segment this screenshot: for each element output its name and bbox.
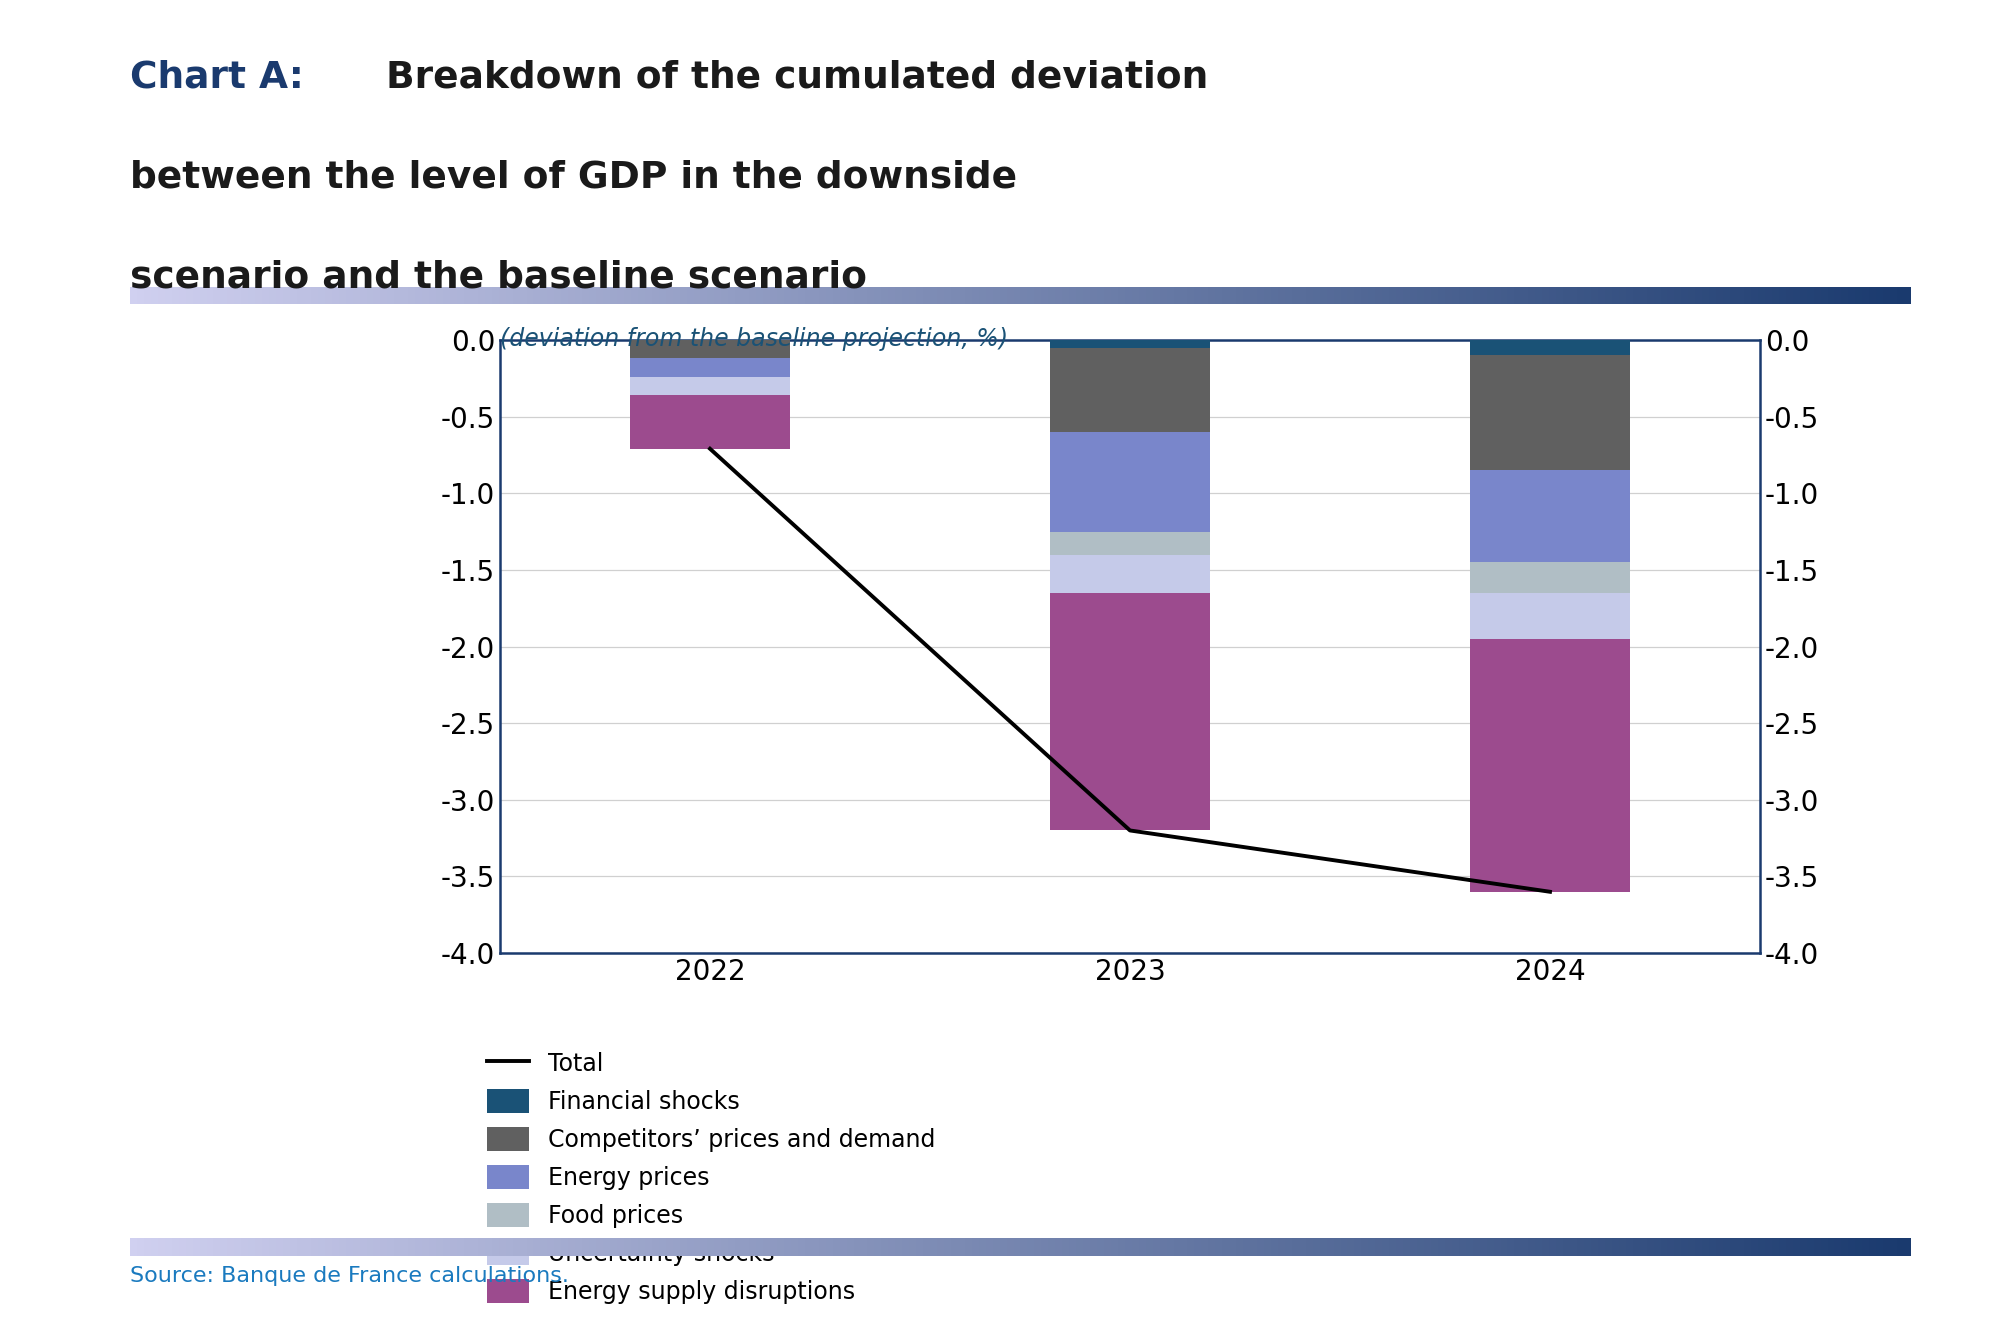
Bar: [1050, 432, 1210, 532]
Text: between the level of GDP in the downside: between the level of GDP in the downside: [130, 160, 1018, 196]
Bar: [1050, 555, 1210, 593]
Bar: [1470, 639, 1630, 892]
Text: Chart A:: Chart A:: [130, 60, 304, 96]
Bar: [630, 340, 790, 359]
Text: Breakdown of the cumulated deviation: Breakdown of the cumulated deviation: [386, 60, 1208, 96]
Bar: [1050, 532, 1210, 555]
Bar: [1470, 563, 1630, 593]
Bar: [630, 395, 790, 449]
Bar: [1050, 593, 1210, 830]
Bar: [1470, 471, 1630, 563]
Bar: [1050, 340, 1210, 348]
Bar: [1470, 355, 1630, 471]
Bar: [1470, 593, 1630, 639]
Bar: [1470, 340, 1630, 355]
Text: scenario and the baseline scenario: scenario and the baseline scenario: [130, 260, 868, 296]
Legend: Total, Financial shocks, Competitors’ prices and demand, Energy prices, Food pri: Total, Financial shocks, Competitors’ pr…: [486, 1050, 936, 1304]
Text: (deviation from the baseline projection, %): (deviation from the baseline projection,…: [500, 327, 1008, 351]
Bar: [630, 359, 790, 377]
Text: Source: Banque de France calculations.: Source: Banque de France calculations.: [130, 1265, 568, 1286]
Bar: [1050, 348, 1210, 432]
Bar: [630, 377, 790, 395]
